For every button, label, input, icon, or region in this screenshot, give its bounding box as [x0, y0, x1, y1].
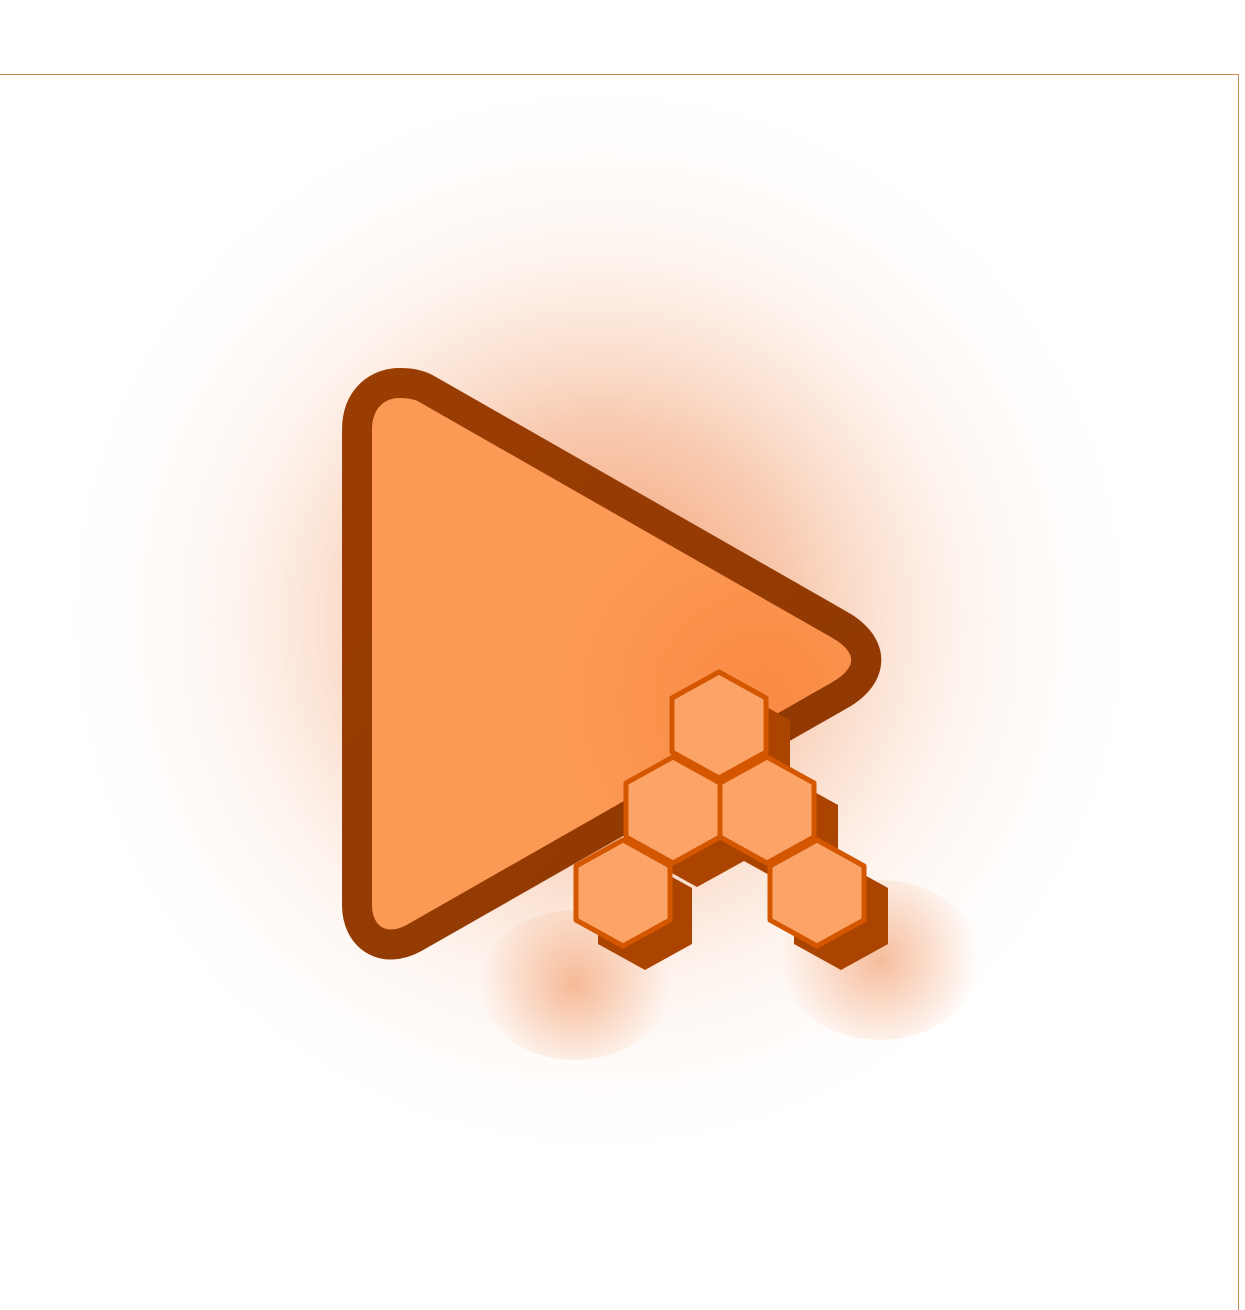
- frame-border-right: [1238, 74, 1239, 1310]
- honeycomb-icon: [573, 669, 888, 970]
- frame-border-top: [0, 74, 1239, 75]
